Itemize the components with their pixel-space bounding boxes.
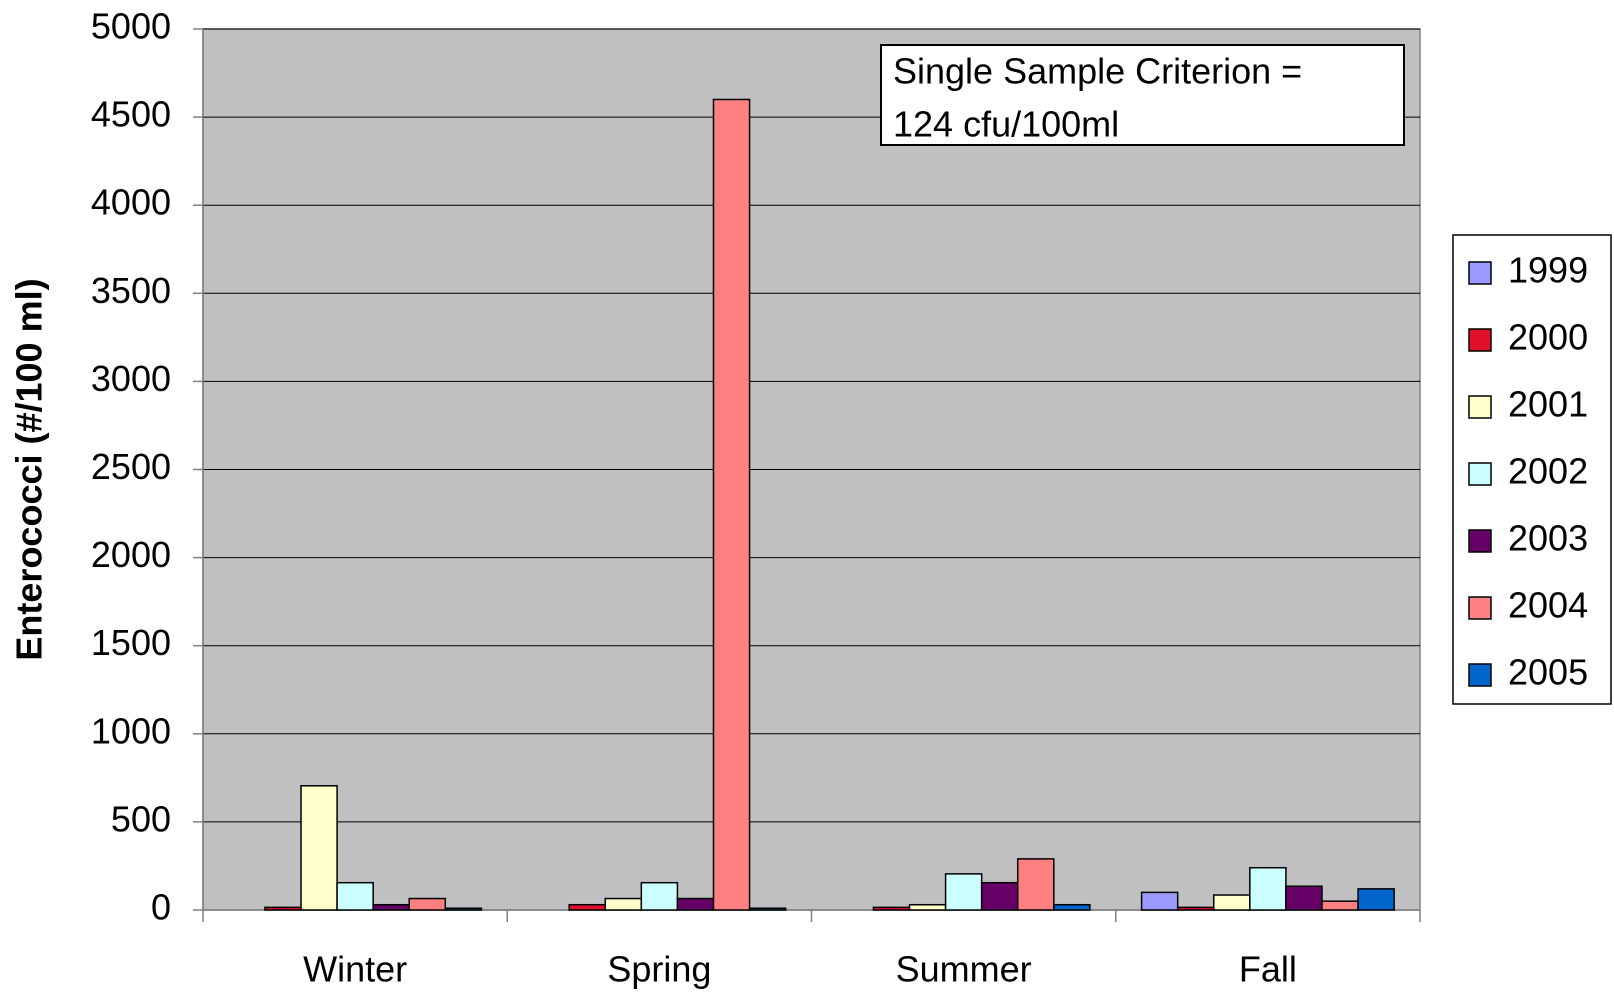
bar: [444, 907, 483, 911]
y-tick-label: 4500: [91, 94, 171, 135]
legend-swatch: [1468, 462, 1492, 486]
y-tick-label: 4000: [91, 182, 171, 223]
legend-label: 2004: [1508, 585, 1588, 626]
annotation-box: [880, 44, 1405, 146]
legend-swatch: [1468, 529, 1492, 553]
legend-label: 2001: [1508, 384, 1588, 425]
bar: [300, 785, 338, 911]
bar: [1016, 858, 1055, 911]
bar: [980, 881, 1019, 911]
y-tick-label: 1000: [91, 710, 171, 751]
legend-swatch: [1468, 395, 1492, 419]
x-tick-label: Spring: [607, 949, 711, 990]
y-tick-label: 2500: [91, 446, 171, 487]
y-axis-label: Enterococci (#/100 ml): [9, 278, 50, 660]
y-tick-label: 1500: [91, 622, 171, 663]
x-tick-label: Fall: [1239, 949, 1297, 990]
bar: [336, 881, 374, 911]
legend-label: 2003: [1508, 518, 1588, 559]
bar: [1213, 894, 1251, 911]
bar: [408, 897, 447, 911]
x-tick-label: Summer: [896, 949, 1032, 990]
bar: [1140, 891, 1179, 911]
legend-label: 1999: [1508, 250, 1588, 291]
y-tick-label: 3000: [91, 358, 171, 399]
bar: [748, 907, 787, 911]
bar: [1176, 906, 1215, 911]
bar: [1053, 903, 1091, 911]
y-tick-label: 2000: [91, 534, 171, 575]
y-tick-label: 500: [111, 798, 171, 839]
annotation: 124 cfu/100ml: [893, 104, 1119, 145]
bar: [640, 881, 679, 911]
legend-label: 2002: [1508, 451, 1588, 492]
bar: [1285, 885, 1323, 911]
bar: [944, 873, 983, 911]
bar: [908, 903, 947, 911]
bar: [372, 903, 410, 911]
annotation: Single Sample Criterion =: [893, 51, 1302, 92]
legend-swatch: [1468, 328, 1492, 352]
bar: [264, 906, 302, 911]
y-tick-label: 5000: [91, 6, 171, 47]
x-tick-label: Winter: [303, 949, 407, 990]
bar: [676, 897, 715, 911]
bar: [568, 903, 607, 911]
legend-label: 2000: [1508, 317, 1588, 358]
legend-label: 2005: [1508, 652, 1588, 693]
y-tick-label: 3500: [91, 270, 171, 311]
bar: [604, 897, 643, 911]
bar: [1321, 900, 1359, 911]
legend-swatch: [1468, 596, 1492, 620]
bar: [872, 906, 911, 911]
bar: [1249, 866, 1287, 911]
bar: [1357, 888, 1395, 911]
bar: [712, 98, 751, 911]
legend-swatch: [1468, 663, 1492, 687]
y-tick-label: 0: [151, 887, 171, 928]
legend-swatch: [1468, 261, 1492, 285]
